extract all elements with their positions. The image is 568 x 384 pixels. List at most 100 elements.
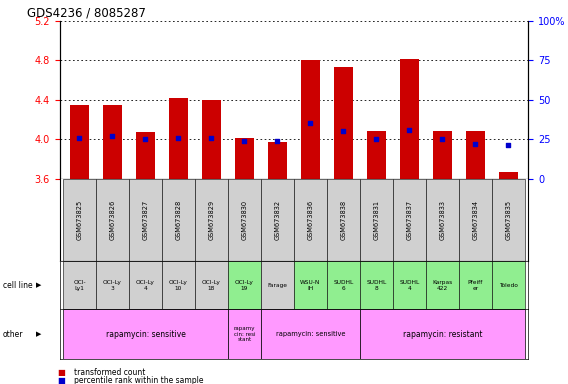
Bar bbox=[459, 261, 492, 309]
Text: GSM673830: GSM673830 bbox=[241, 200, 248, 240]
Point bbox=[471, 141, 480, 147]
Bar bbox=[327, 179, 360, 261]
Point bbox=[306, 121, 315, 127]
Point bbox=[273, 138, 282, 144]
Text: WSU-N
IH: WSU-N IH bbox=[300, 280, 320, 291]
Bar bbox=[360, 179, 393, 261]
Text: ▶: ▶ bbox=[36, 282, 41, 288]
Bar bbox=[162, 261, 195, 309]
Text: GSM673828: GSM673828 bbox=[176, 200, 181, 240]
Text: GSM673835: GSM673835 bbox=[506, 200, 511, 240]
Bar bbox=[195, 179, 228, 261]
Bar bbox=[63, 309, 228, 359]
Point bbox=[141, 136, 150, 142]
Point bbox=[504, 142, 513, 149]
Bar bbox=[268, 142, 286, 179]
Text: SUDHL
6: SUDHL 6 bbox=[333, 280, 353, 291]
Text: OCI-Ly
10: OCI-Ly 10 bbox=[169, 280, 188, 291]
Text: SUDHL
8: SUDHL 8 bbox=[366, 280, 387, 291]
Bar bbox=[433, 131, 452, 179]
Bar bbox=[466, 131, 485, 179]
Point bbox=[240, 138, 249, 144]
Bar bbox=[360, 309, 525, 359]
Bar bbox=[261, 309, 360, 359]
Point bbox=[405, 127, 414, 133]
Bar bbox=[261, 261, 294, 309]
Bar bbox=[169, 98, 187, 179]
Text: Pfeiff
er: Pfeiff er bbox=[468, 280, 483, 291]
Point bbox=[108, 133, 117, 139]
Text: GSM673825: GSM673825 bbox=[77, 200, 82, 240]
Text: GSM673831: GSM673831 bbox=[373, 200, 379, 240]
Text: ■: ■ bbox=[57, 376, 65, 384]
Bar bbox=[96, 261, 129, 309]
Bar bbox=[294, 179, 327, 261]
Text: GSM673837: GSM673837 bbox=[407, 200, 412, 240]
Text: GSM673838: GSM673838 bbox=[340, 200, 346, 240]
Bar bbox=[70, 105, 89, 179]
Text: cell line: cell line bbox=[3, 281, 32, 290]
Bar bbox=[63, 179, 96, 261]
Bar bbox=[103, 105, 122, 179]
Point bbox=[372, 136, 381, 142]
Text: rapamycin: sensitive: rapamycin: sensitive bbox=[275, 331, 345, 337]
Text: transformed count: transformed count bbox=[74, 368, 145, 377]
Bar bbox=[136, 132, 154, 179]
Text: rapamy
cin: resi
stant: rapamy cin: resi stant bbox=[233, 326, 255, 343]
Bar bbox=[228, 309, 261, 359]
Bar bbox=[400, 58, 419, 179]
Bar bbox=[261, 179, 294, 261]
Bar bbox=[195, 261, 228, 309]
Text: GSM673834: GSM673834 bbox=[473, 200, 478, 240]
Point bbox=[174, 134, 183, 141]
Text: Farage: Farage bbox=[268, 283, 287, 288]
Text: GSM673826: GSM673826 bbox=[110, 200, 115, 240]
Bar bbox=[393, 179, 426, 261]
Bar bbox=[202, 100, 220, 179]
Text: OCI-
Ly1: OCI- Ly1 bbox=[73, 280, 86, 291]
Bar bbox=[96, 179, 129, 261]
Bar bbox=[129, 179, 162, 261]
Bar bbox=[327, 261, 360, 309]
Bar bbox=[492, 179, 525, 261]
Text: GDS4236 / 8085287: GDS4236 / 8085287 bbox=[27, 7, 146, 20]
Bar bbox=[302, 61, 320, 179]
Text: GSM673832: GSM673832 bbox=[274, 200, 281, 240]
Text: OCI-Ly
19: OCI-Ly 19 bbox=[235, 280, 254, 291]
Bar bbox=[162, 179, 195, 261]
Text: OCI-Ly
18: OCI-Ly 18 bbox=[202, 280, 221, 291]
Text: percentile rank within the sample: percentile rank within the sample bbox=[74, 376, 203, 384]
Text: GSM673833: GSM673833 bbox=[440, 200, 445, 240]
Bar bbox=[393, 261, 426, 309]
Text: GSM673827: GSM673827 bbox=[143, 200, 148, 240]
Bar bbox=[367, 131, 386, 179]
Bar bbox=[294, 261, 327, 309]
Text: SUDHL
4: SUDHL 4 bbox=[399, 280, 420, 291]
Bar bbox=[228, 261, 261, 309]
Text: GSM673829: GSM673829 bbox=[208, 200, 215, 240]
Bar bbox=[426, 179, 459, 261]
Text: Karpas
422: Karpas 422 bbox=[432, 280, 453, 291]
Bar bbox=[129, 261, 162, 309]
Text: OCI-Ly
4: OCI-Ly 4 bbox=[136, 280, 155, 291]
Text: other: other bbox=[3, 329, 23, 339]
Bar bbox=[499, 172, 517, 179]
Point bbox=[207, 134, 216, 141]
Bar bbox=[335, 67, 353, 179]
Text: rapamycin: sensitive: rapamycin: sensitive bbox=[106, 329, 185, 339]
Bar bbox=[235, 138, 253, 179]
Bar bbox=[360, 261, 393, 309]
Bar bbox=[426, 261, 459, 309]
Bar bbox=[63, 261, 96, 309]
Text: OCI-Ly
3: OCI-Ly 3 bbox=[103, 280, 122, 291]
Bar bbox=[459, 179, 492, 261]
Point bbox=[339, 128, 348, 134]
Point bbox=[75, 134, 84, 141]
Text: Toledo: Toledo bbox=[499, 283, 518, 288]
Text: rapamycin: resistant: rapamycin: resistant bbox=[403, 329, 482, 339]
Bar bbox=[228, 179, 261, 261]
Text: ■: ■ bbox=[57, 368, 65, 377]
Text: GSM673836: GSM673836 bbox=[307, 200, 314, 240]
Point bbox=[438, 136, 447, 142]
Bar bbox=[492, 261, 525, 309]
